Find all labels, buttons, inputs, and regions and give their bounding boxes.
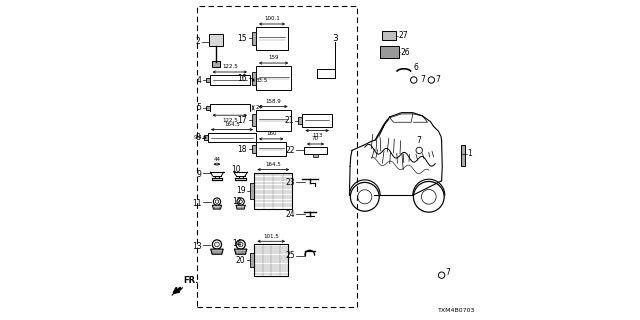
Text: 3: 3 [332, 34, 337, 43]
Polygon shape [211, 249, 223, 254]
Text: 33.5: 33.5 [256, 77, 268, 83]
Bar [209, 34, 223, 46]
Text: 23: 23 [285, 178, 295, 187]
Bar [298, 117, 302, 124]
Text: 122.5: 122.5 [222, 64, 237, 69]
Text: 1: 1 [467, 149, 472, 158]
Text: 70: 70 [312, 136, 319, 141]
Polygon shape [234, 249, 247, 254]
Text: 159: 159 [268, 55, 279, 60]
Text: 6: 6 [413, 63, 419, 72]
Text: 8: 8 [196, 133, 201, 142]
Text: 13: 13 [192, 242, 202, 251]
Bar [254, 244, 288, 276]
Text: TXM4B0703: TXM4B0703 [438, 308, 475, 313]
Polygon shape [212, 205, 222, 209]
Text: 17: 17 [237, 116, 247, 125]
Bar [302, 114, 332, 127]
Text: 7: 7 [417, 136, 422, 145]
Text: 22: 22 [285, 146, 295, 155]
Text: 14: 14 [232, 239, 242, 248]
Bar [197, 6, 357, 307]
Text: 10: 10 [231, 165, 241, 174]
Polygon shape [236, 205, 246, 209]
Bar [313, 154, 318, 157]
Text: 100.1: 100.1 [264, 16, 280, 21]
Text: 21: 21 [285, 116, 294, 125]
Bar [252, 115, 256, 126]
Text: 5: 5 [196, 103, 202, 112]
Text: 164.5: 164.5 [224, 122, 240, 127]
Text: 19: 19 [236, 186, 246, 195]
Bar [252, 72, 256, 85]
Text: 9.4: 9.4 [193, 135, 202, 140]
Text: 9: 9 [196, 170, 202, 179]
Text: 160: 160 [266, 131, 276, 136]
Bar [256, 27, 288, 50]
Bar [208, 133, 256, 142]
Bar [204, 135, 208, 140]
Text: 7: 7 [445, 268, 451, 277]
Bar [250, 183, 254, 199]
Text: 24: 24 [256, 105, 262, 110]
Bar [256, 66, 291, 90]
Bar [254, 173, 292, 209]
Text: 158.9: 158.9 [266, 99, 281, 104]
Text: 27: 27 [398, 31, 408, 40]
Text: 164.5: 164.5 [266, 162, 281, 167]
Text: 122.5: 122.5 [222, 118, 237, 123]
Text: 25: 25 [285, 252, 295, 260]
Bar [381, 31, 397, 40]
Bar [380, 46, 399, 58]
Bar [304, 147, 327, 154]
Bar [250, 253, 254, 267]
Text: 18: 18 [237, 145, 247, 154]
Text: 24: 24 [285, 210, 295, 219]
Text: 20: 20 [236, 256, 246, 265]
Bar [252, 32, 256, 44]
Text: 26: 26 [401, 48, 410, 57]
Bar [206, 78, 210, 83]
Bar [461, 145, 465, 166]
Bar [210, 75, 250, 85]
Bar [206, 106, 210, 110]
Text: 11: 11 [192, 199, 202, 208]
Text: 7: 7 [435, 75, 440, 84]
Bar [256, 142, 287, 156]
Bar [252, 145, 256, 153]
Text: 113: 113 [312, 133, 323, 138]
Bar [256, 110, 291, 131]
Bar [212, 61, 220, 67]
Text: 2: 2 [195, 37, 200, 46]
Text: 7: 7 [421, 75, 426, 84]
Text: 44: 44 [214, 156, 220, 162]
Text: 16: 16 [237, 74, 247, 83]
Text: 12: 12 [232, 197, 241, 206]
Text: 15: 15 [237, 34, 247, 43]
Text: 101.5: 101.5 [263, 234, 279, 239]
Text: 4: 4 [196, 76, 202, 84]
Text: FR.: FR. [183, 276, 198, 285]
